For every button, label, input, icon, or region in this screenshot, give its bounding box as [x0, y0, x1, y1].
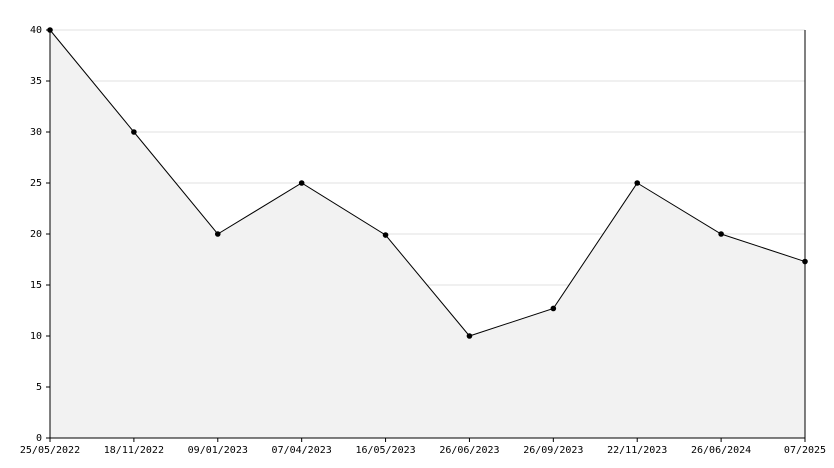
- area: [50, 30, 805, 438]
- line: [49, 29, 806, 337]
- point: [802, 258, 808, 265]
- x-tick-label: 25/05/2022: [20, 445, 80, 456]
- x-tick-label: 26/06/2024: [691, 445, 751, 456]
- point: [47, 27, 53, 33]
- y-tick-label: 40: [30, 25, 42, 36]
- y-tick-label: 20: [30, 229, 42, 240]
- point: [718, 231, 724, 237]
- point: [131, 129, 137, 135]
- point: [634, 180, 641, 186]
- point: [298, 180, 305, 186]
- y-tick-label: 5: [36, 382, 42, 393]
- point: [466, 333, 473, 339]
- x-tick-label: 18/11/2022: [104, 445, 164, 456]
- y-tick-label: 15: [30, 280, 42, 291]
- x-tick-label: 07/04/2023: [272, 445, 332, 456]
- y-tick-label: 30: [30, 127, 42, 138]
- y-tick-label: 25: [30, 178, 42, 189]
- y-tick-label: 10: [30, 331, 42, 342]
- point: [382, 232, 389, 238]
- y-tick-label: 0: [36, 433, 42, 444]
- y-tick-label: 35: [30, 76, 42, 87]
- x-tick-label: 26/06/2023: [439, 445, 499, 456]
- x-tick-label: 22/11/2023: [607, 445, 667, 456]
- x-tick-label: 09/01/2023: [188, 445, 248, 456]
- x-tick-label: 26/09/2023: [523, 445, 583, 456]
- x-tick-label: 07/2025: [784, 445, 826, 456]
- point: [550, 305, 557, 312]
- point: [214, 231, 221, 237]
- x-tick-label: 16/05/2023: [355, 445, 415, 456]
